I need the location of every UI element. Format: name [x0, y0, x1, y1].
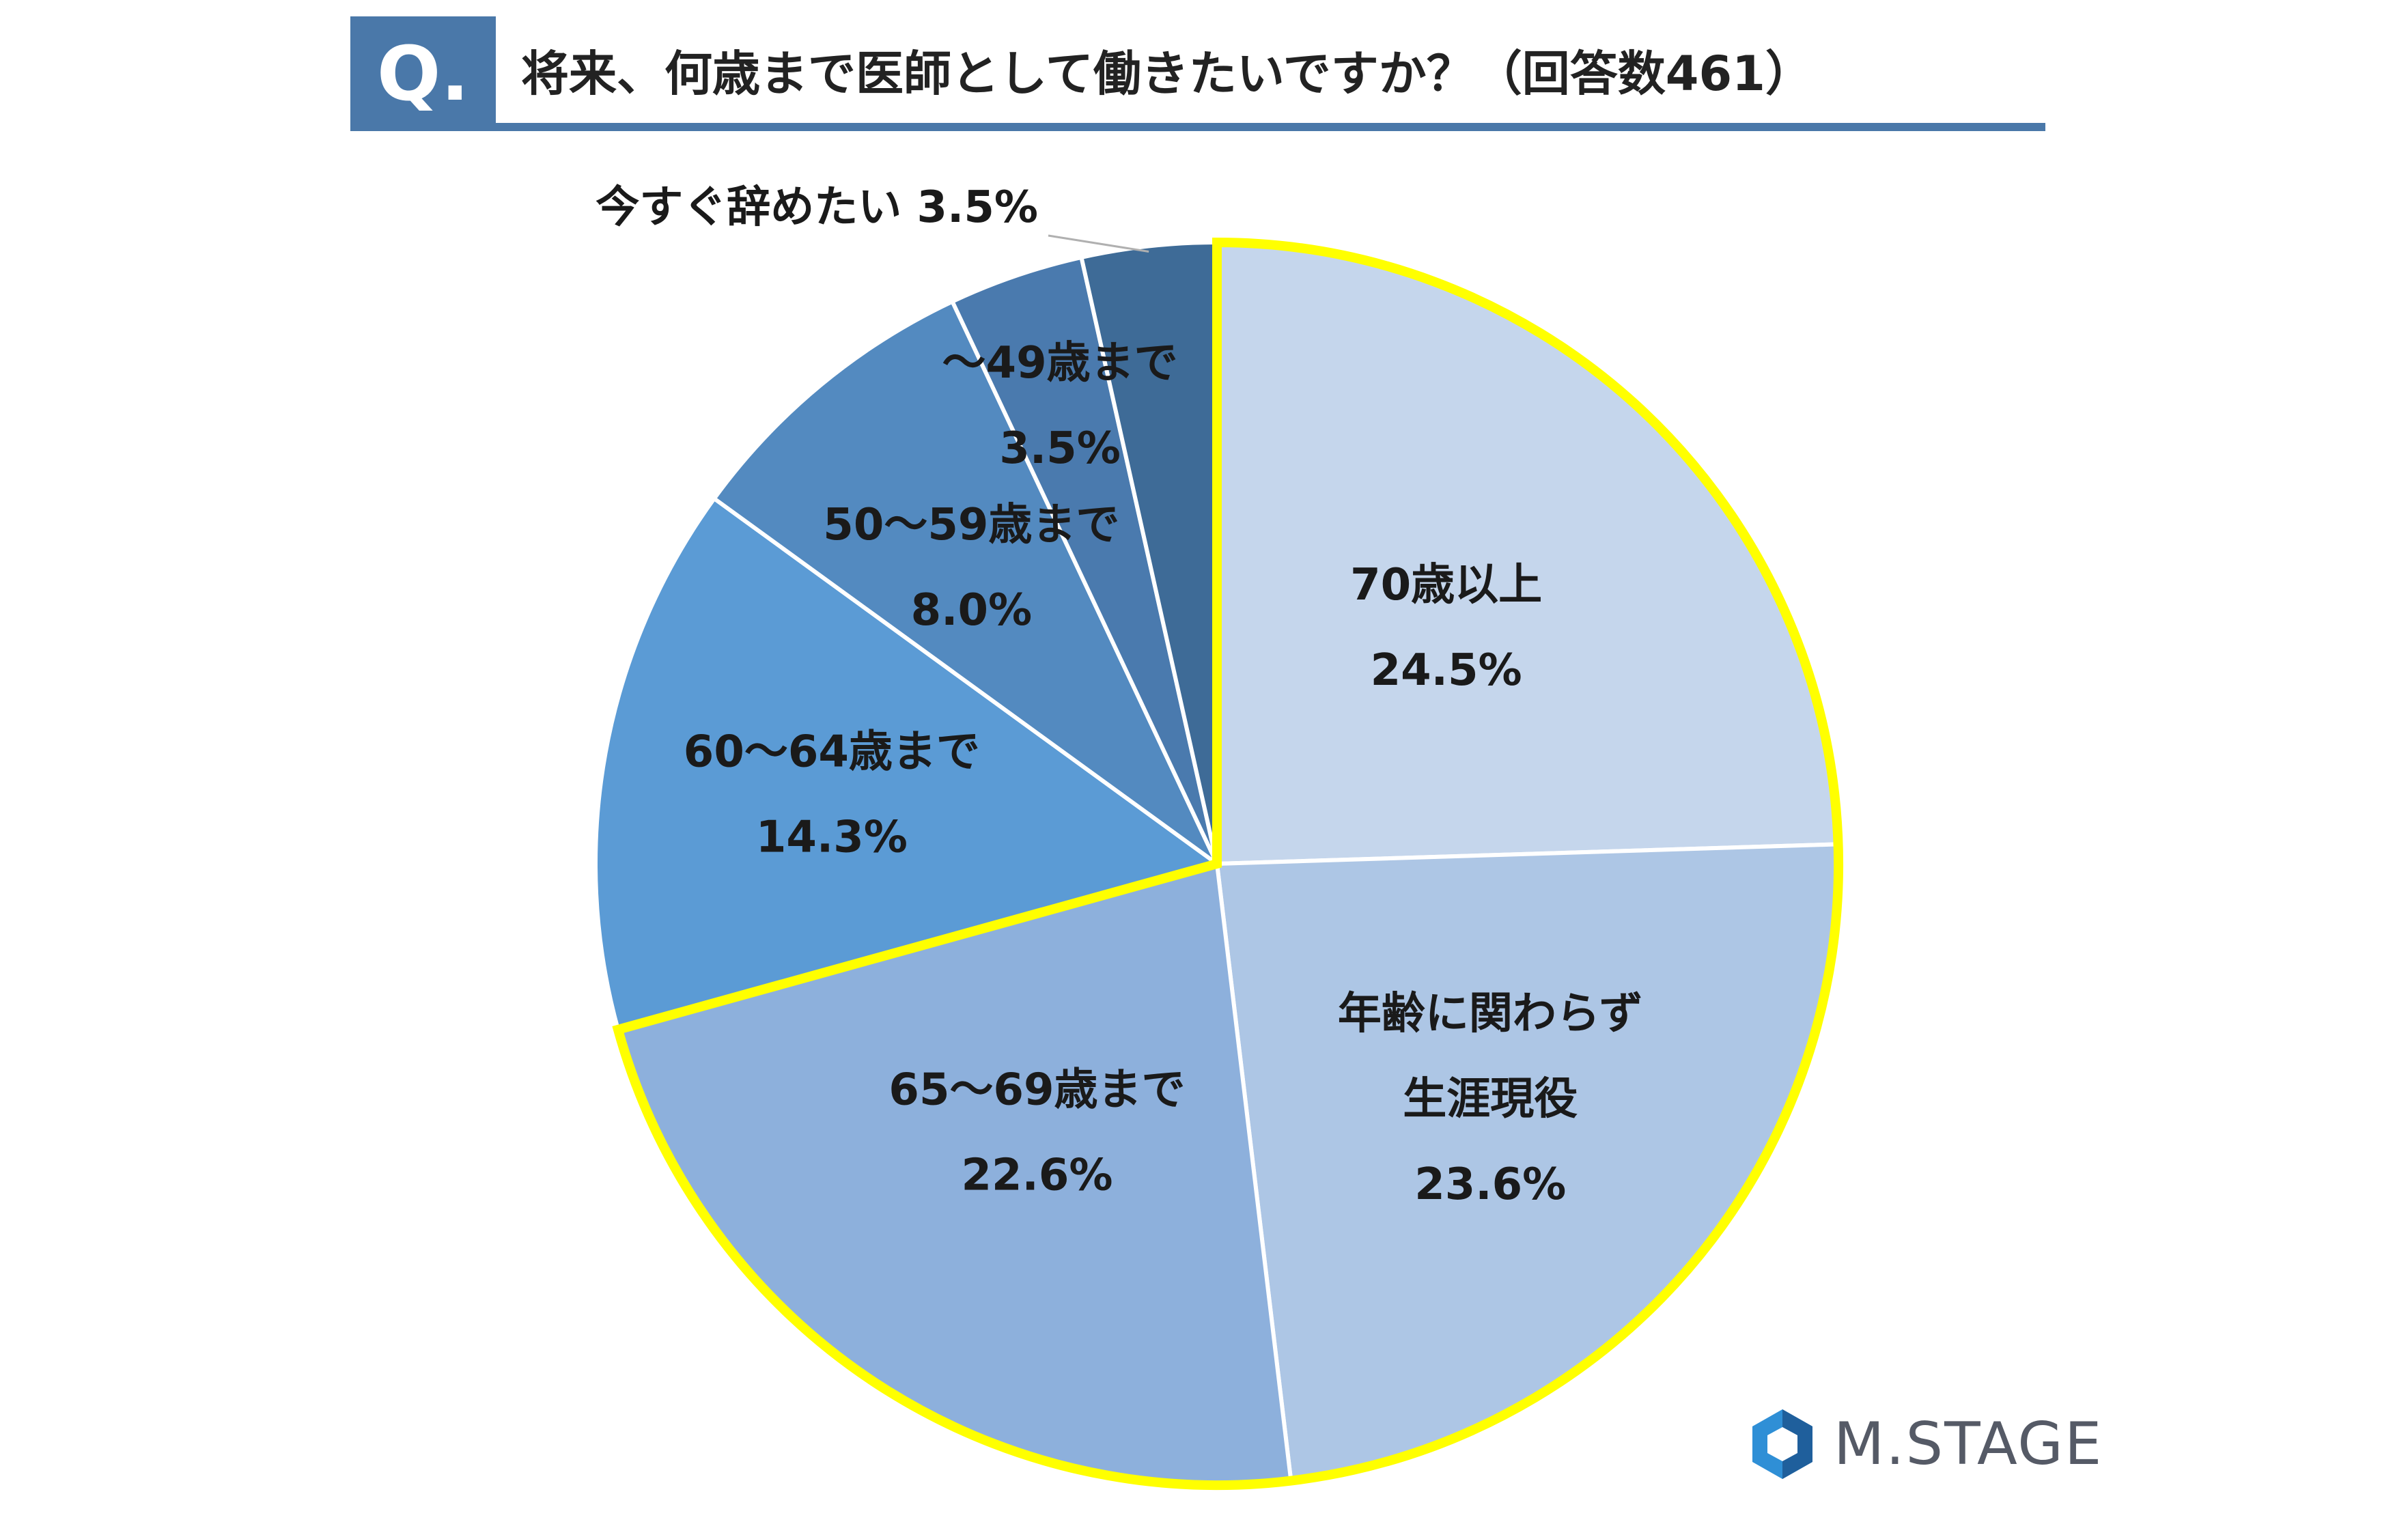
slice-label-5: 50〜59歳まで [823, 500, 1119, 550]
slice-value-3: 22.6% [961, 1151, 1112, 1201]
pie-slice-4 [593, 495, 1222, 1032]
chart-title: 将来、何歳まで医師として働きたいですか？（回答数461） [521, 46, 1813, 102]
slice-label-4: 60〜64歳まで [684, 727, 980, 777]
question-badge: Q. [350, 16, 496, 131]
slice-label-1: 70歳以上 [1350, 560, 1542, 610]
logo-mark-icon [1752, 1409, 1812, 1479]
slice-value-4: 14.3% [756, 812, 908, 862]
header: Q. 将来、何歳まで医師として働きたいですか？（回答数461） [350, 16, 2045, 131]
slice-value-1: 24.5% [1371, 645, 1522, 696]
pie-slice-5 [711, 298, 1219, 866]
slice-value-6: 3.5% [999, 423, 1121, 474]
highlight-outline [612, 237, 1843, 1490]
logo-text: M.STAGE [1834, 1410, 2103, 1478]
slice-label-7: 今すぐ辞めたい 3.5% [596, 182, 1038, 233]
slice-label-3: 65〜69歳まで [888, 1065, 1185, 1116]
header-underline [350, 123, 2045, 131]
slice-value-2: 23.6% [1414, 1159, 1566, 1210]
pie-slice-1 [1215, 240, 1840, 866]
leader-line [1048, 234, 1149, 253]
slice-label-2: 生涯現役 [1403, 1074, 1578, 1125]
slice-label-2: 年齢に関わらず [1338, 989, 1643, 1039]
highlight-border [612, 237, 1843, 1490]
slice-label-6: 〜49歳まで [942, 338, 1178, 389]
slice-value-5: 8.0% [911, 585, 1033, 636]
